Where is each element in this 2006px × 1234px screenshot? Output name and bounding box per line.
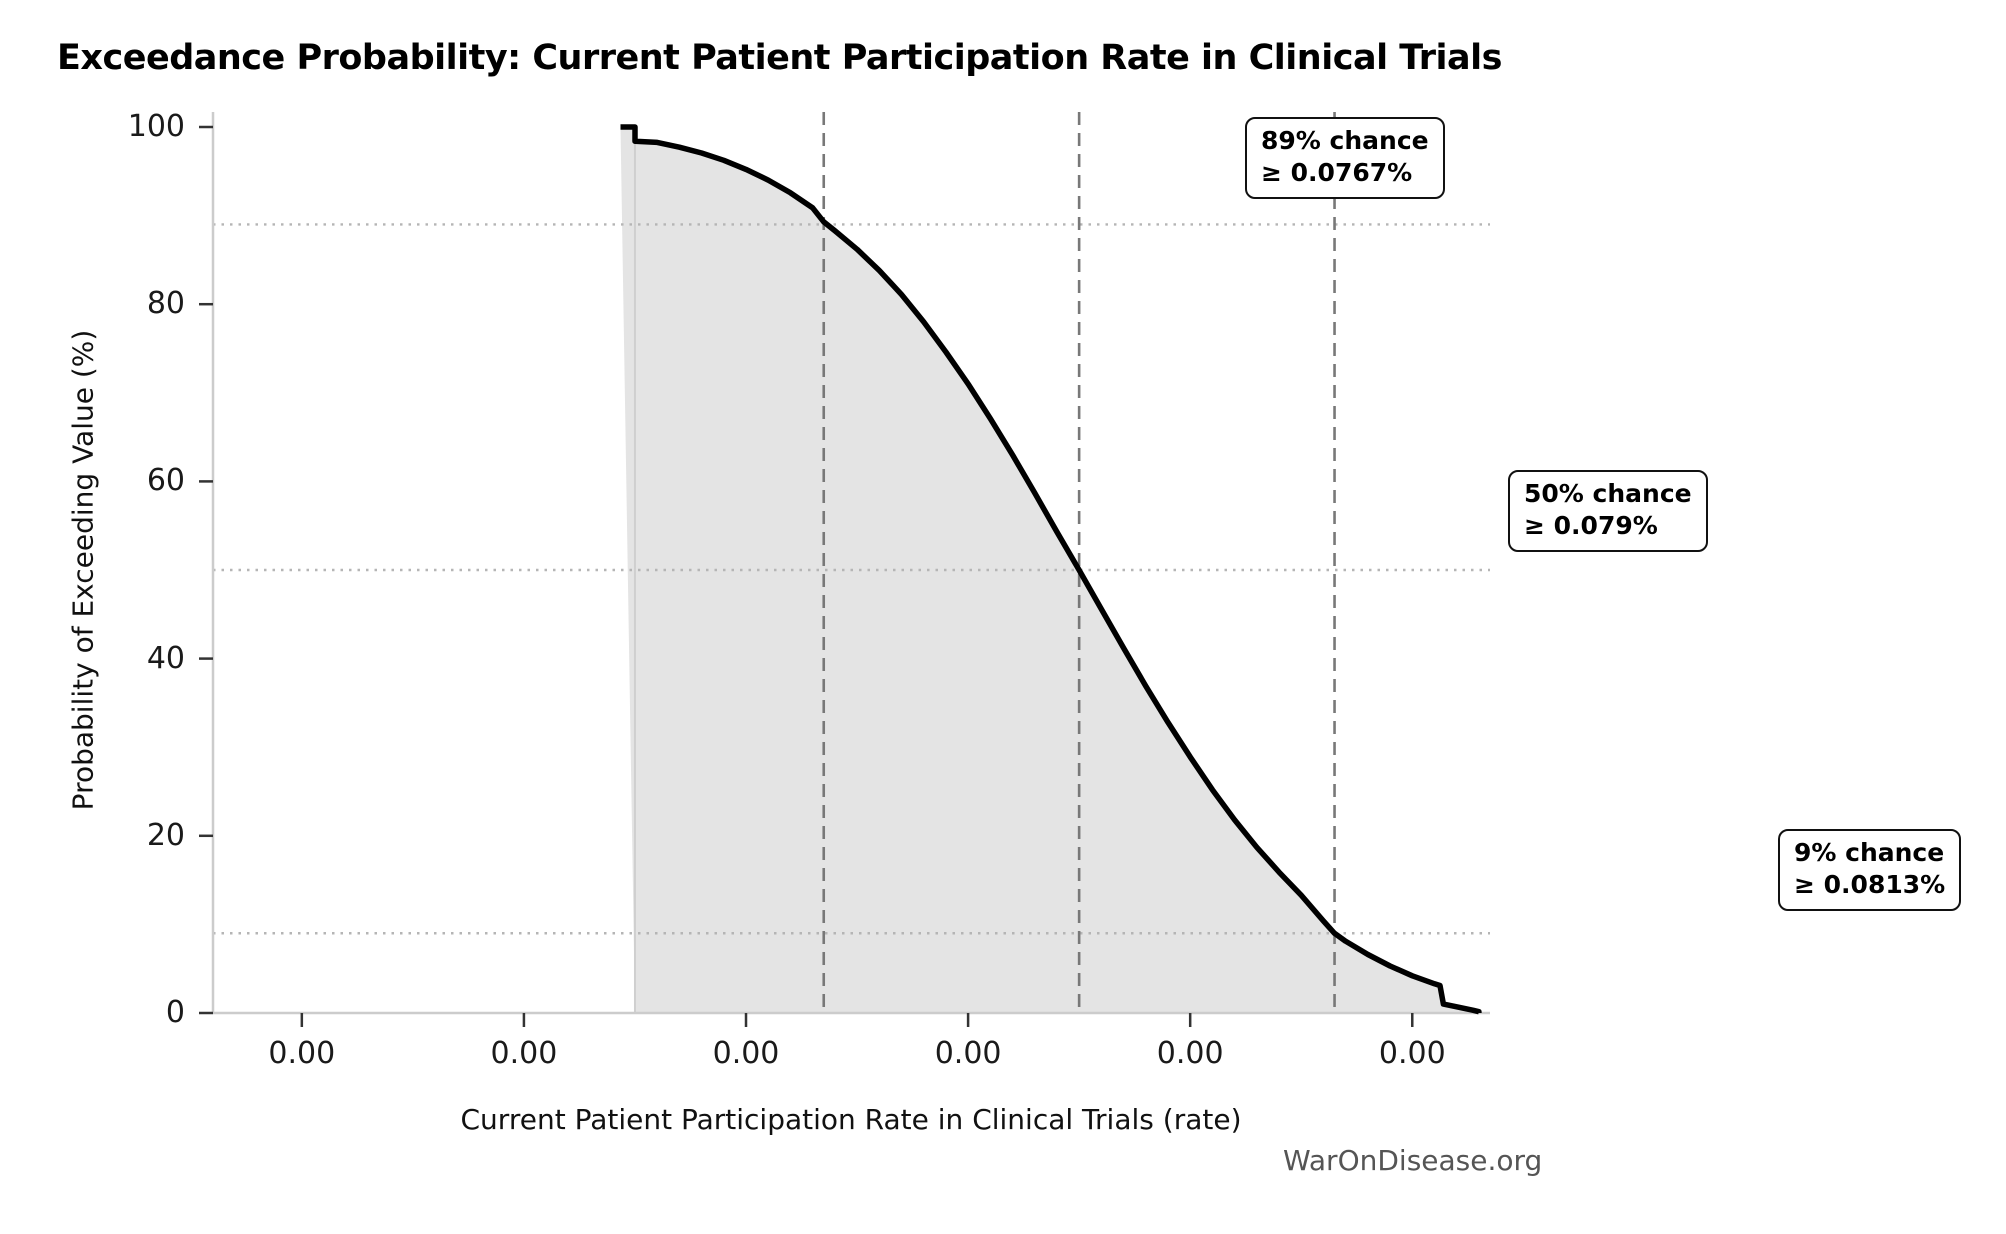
annotation-89pct-box: 89% chance ≥ 0.0767%: [1245, 117, 1445, 199]
watermark-text: WarOnDisease.org: [1283, 1144, 1543, 1177]
y-tick-label: 0: [165, 995, 185, 1030]
exceedance-curve: [620, 124, 1482, 1015]
y-tick-label: 60: [146, 463, 185, 499]
x-tick-label: 0.00: [712, 1036, 780, 1071]
x-tick-label: 0.00: [934, 1036, 1002, 1071]
x-tick-label: 0.00: [268, 1036, 336, 1071]
annotation-9pct-line2: ≥ 0.0813%: [1794, 870, 1946, 899]
y-tick-label: 20: [146, 817, 185, 853]
annotation-50pct-box: 50% chance ≥ 0.079%: [1508, 470, 1708, 552]
area-fill: [620, 127, 1479, 1013]
annotation-9pct-line1: 9% chance: [1794, 838, 1945, 867]
annotation-89pct-line2: ≥ 0.0767%: [1261, 158, 1413, 187]
y-tick-label: 80: [146, 286, 185, 322]
annotation-50pct-line2: ≥ 0.079%: [1524, 511, 1658, 540]
y-tick-label: 40: [146, 640, 185, 676]
x-tick-label: 0.00: [490, 1036, 558, 1071]
x-tick-label: 0.00: [1378, 1036, 1446, 1071]
annotation-9pct-box: 9% chance ≥ 0.0813%: [1778, 829, 1962, 911]
x-axis-label: Current Patient Participation Rate in Cl…: [460, 1103, 1242, 1136]
annotation-89pct-line1: 89% chance: [1261, 126, 1429, 155]
y-tick-label: 100: [127, 109, 185, 144]
annotation-50pct-line1: 50% chance: [1524, 479, 1692, 508]
x-tick-label: 0.00: [1156, 1036, 1224, 1071]
chart-title: Exceedance Probability: Current Patient …: [57, 38, 1503, 78]
